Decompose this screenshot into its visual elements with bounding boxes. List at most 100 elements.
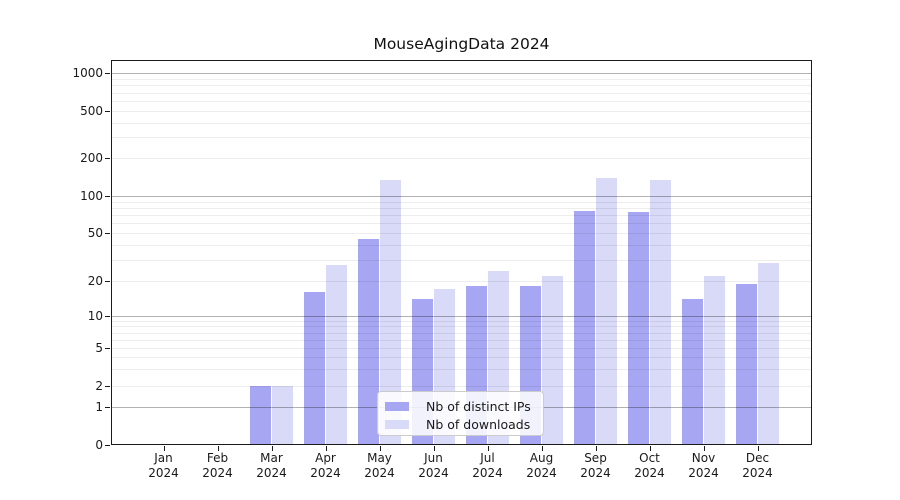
gridline-minor [111,233,812,234]
gridline-minor [111,101,812,102]
bar-distinct-ips [627,212,650,445]
x-tick-mark [217,446,219,451]
gridline-minor [111,215,812,216]
y-tick-label: 20 [87,274,103,288]
x-tick-year: 2024 [256,466,287,480]
x-tick-label: Jul 2024 [458,451,518,481]
gridline-minor [111,223,812,225]
y-tick-label: 200 [80,151,103,165]
x-tick-year: 2024 [634,466,665,480]
bar-downloads [595,177,618,445]
y-tick-mark [105,233,110,234]
legend-label: Nb of distinct IPs [426,398,531,414]
bar-downloads [379,179,402,445]
y-tick-label: 10 [87,309,103,323]
y-tick-mark [105,386,110,387]
gridline-minor [111,369,812,371]
legend-swatch [385,401,409,411]
x-tick-label: Nov 2024 [674,451,734,481]
bar-downloads [703,276,726,445]
bar-distinct-ips [249,386,272,445]
gridline-major [111,196,812,197]
bar-distinct-ips [573,211,596,445]
y-tick-label: 50 [87,226,103,240]
gridline-minor [111,137,812,139]
plot-area: Nb of distinct IPs Nb of downloads [111,60,812,445]
x-tick-month: Dec [745,451,770,465]
y-tick-mark [105,445,110,446]
bar-downloads [325,265,348,445]
gridline-minor [111,244,812,246]
y-tick-mark [105,158,110,159]
gridline-minor [111,85,812,87]
x-tick-month: May [367,451,392,465]
y-tick-label: 0 [95,438,103,452]
y-tick-mark [105,111,110,112]
gridline-minor [111,122,812,124]
gridline-major [111,316,812,317]
x-tick-year: 2024 [580,466,611,480]
legend-label: Nb of downloads [426,416,531,432]
gridline-minor [111,281,812,282]
gridline-minor [111,201,812,203]
x-tick-year: 2024 [364,466,395,480]
y-tick-label: 500 [80,104,103,118]
bar-downloads [541,276,564,445]
x-tick-mark [325,446,327,451]
gridline-major [111,73,812,74]
x-tick-mark [541,446,543,451]
gridline-minor [111,158,812,159]
y-tick-mark [105,407,110,408]
gridline-minor [111,78,812,80]
y-tick-mark [105,316,110,317]
bar-distinct-ips [357,238,380,445]
y-tick-mark [105,196,110,197]
x-tick-mark [595,446,597,451]
x-tick-year: 2024 [202,466,233,480]
x-tick-mark [487,446,489,451]
x-tick-label: Dec 2024 [728,451,788,481]
x-tick-month: Feb [206,451,229,465]
gridline-minor [111,111,812,112]
chart-title: MouseAgingData 2024 [373,35,550,53]
legend: Nb of distinct IPs Nb of downloads [377,391,544,436]
x-tick-year: 2024 [418,466,449,480]
bar-distinct-ips [303,292,326,445]
y-tick-mark [105,73,110,74]
bar-distinct-ips [735,283,758,445]
x-tick-mark [271,446,273,451]
grid-layer [111,60,812,445]
x-tick-month: Mar [260,451,283,465]
x-tick-label: May 2024 [350,451,410,481]
x-tick-year: 2024 [688,466,719,480]
gridline-minor [111,92,812,94]
x-tick-label: Feb 2024 [188,451,248,481]
x-tick-label: Mar 2024 [242,451,302,481]
x-tick-label: Sep 2024 [566,451,626,481]
y-tick-label: 1 [95,400,103,414]
y-tick-label: 1000 [72,66,103,80]
x-tick-mark [757,446,759,451]
x-tick-year: 2024 [472,466,503,480]
gridline-minor [111,332,812,334]
gridline-minor [111,386,812,387]
legend-swatch [385,419,409,429]
x-tick-year: 2024 [148,466,179,480]
y-tick-label: 100 [80,189,103,203]
legend-item: Nb of distinct IPs [385,397,535,415]
x-tick-month: Jan [154,451,173,465]
x-tick-mark [649,446,651,451]
bar-downloads [757,263,780,445]
x-tick-label: Aug 2024 [512,451,572,481]
gridline-minor [111,348,812,349]
x-tick-mark [379,446,381,451]
x-tick-label: Oct 2024 [620,451,680,481]
x-tick-label: Jun 2024 [404,451,464,481]
x-tick-year: 2024 [526,466,557,480]
x-tick-mark [163,446,165,451]
gridline-minor [111,320,812,322]
gridline-minor [111,259,812,261]
x-tick-year: 2024 [310,466,341,480]
x-tick-mark [703,446,705,451]
